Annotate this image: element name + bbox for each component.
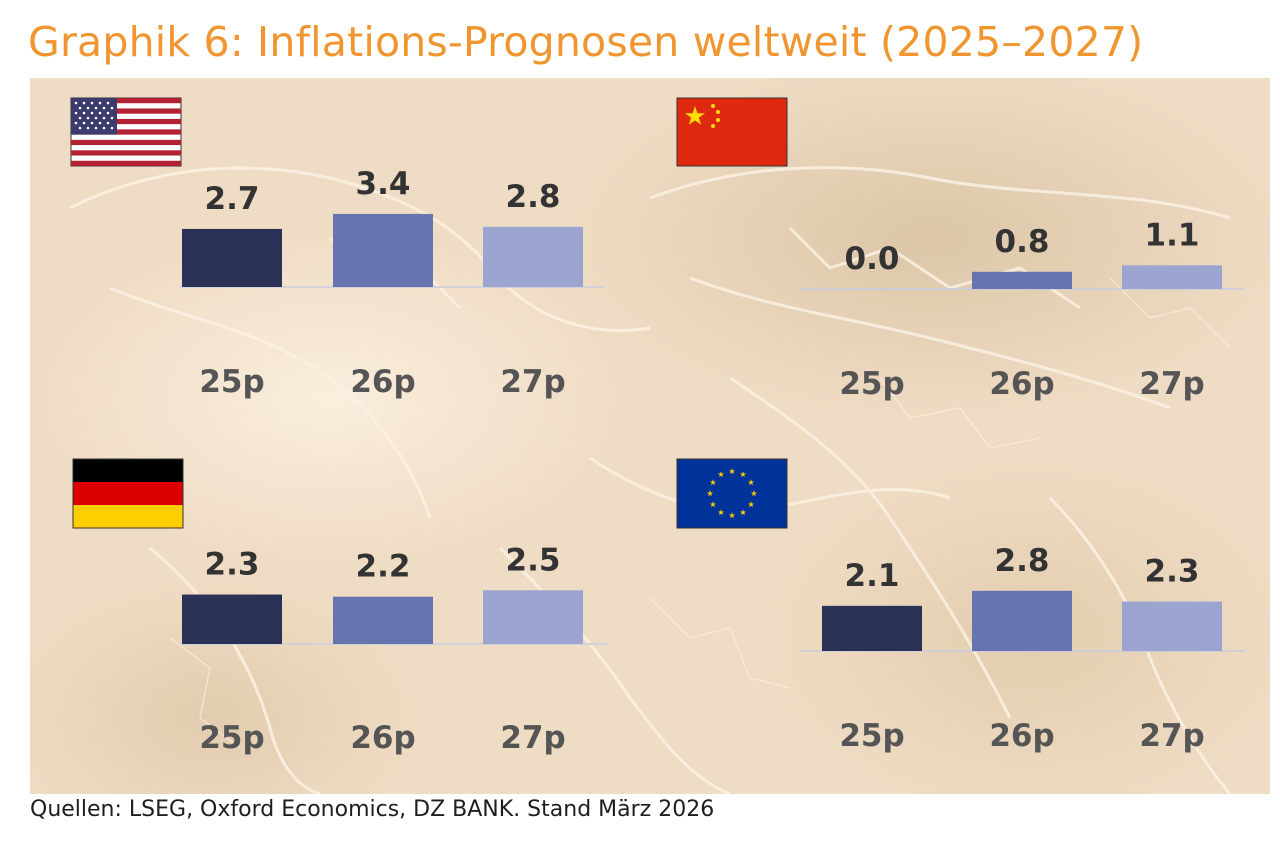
bar-cn-26p xyxy=(972,271,1072,289)
value-label-cn-26p: 0.8 xyxy=(995,224,1050,260)
value-label-eu-25p: 2.1 xyxy=(845,558,900,594)
bar-de-27p xyxy=(483,590,583,644)
category-label-de-25p: 25p xyxy=(199,720,264,756)
value-label-eu-26p: 2.8 xyxy=(995,543,1050,579)
value-label-cn-27p: 1.1 xyxy=(1145,217,1200,253)
value-label-us-26p: 3.4 xyxy=(356,166,411,202)
value-label-de-25p: 2.3 xyxy=(205,547,260,583)
chart-panel-eu: 2.1 25p 2.8 26p 2.3 27p xyxy=(800,543,1245,754)
bar-eu-26p xyxy=(972,590,1072,651)
germany-flag-icon xyxy=(72,458,184,529)
chart-panel-de: 2.3 25p 2.2 26p 2.5 27p xyxy=(180,542,607,756)
category-label-cn-25p: 25p xyxy=(839,366,904,402)
usa-flag-icon xyxy=(70,97,182,167)
source-note: Quellen: LSEG, Oxford Economics, DZ BANK… xyxy=(30,797,715,822)
category-label-de-26p: 26p xyxy=(350,720,415,756)
value-label-de-26p: 2.2 xyxy=(356,549,411,585)
china-flag-icon xyxy=(676,97,788,167)
value-label-us-27p: 2.8 xyxy=(506,179,561,215)
value-label-cn-25p: 0.0 xyxy=(845,241,900,277)
chart-title: Graphik 6: Inflations-Prognosen weltweit… xyxy=(28,18,1144,66)
bar-us-26p xyxy=(333,213,433,287)
bar-de-26p xyxy=(333,596,433,644)
bar-us-27p xyxy=(483,226,583,287)
category-label-us-27p: 27p xyxy=(500,364,565,400)
category-label-de-27p: 27p xyxy=(500,720,565,756)
category-label-eu-27p: 27p xyxy=(1139,718,1204,754)
value-label-de-27p: 2.5 xyxy=(506,542,561,578)
value-label-eu-27p: 2.3 xyxy=(1145,554,1200,590)
chart-panel-us: 2.7 25p 3.4 26p 2.8 27p xyxy=(180,166,605,400)
bar-de-25p xyxy=(182,594,282,644)
category-label-us-26p: 26p xyxy=(350,364,415,400)
category-label-cn-26p: 26p xyxy=(989,366,1054,402)
category-label-us-25p: 25p xyxy=(199,364,264,400)
bar-eu-27p xyxy=(1122,601,1222,651)
category-label-cn-27p: 27p xyxy=(1139,366,1204,402)
bar-eu-25p xyxy=(822,605,922,651)
bar-us-25p xyxy=(182,228,282,287)
world-map-background xyxy=(30,78,1270,794)
category-label-eu-26p: 26p xyxy=(989,718,1054,754)
chart-panel-cn: 0.0 25p 0.8 26p 1.1 27p xyxy=(800,217,1245,402)
category-label-eu-25p: 25p xyxy=(839,718,904,754)
bar-cn-27p xyxy=(1122,265,1222,289)
eu-flag-icon xyxy=(676,458,788,529)
value-label-us-25p: 2.7 xyxy=(205,181,260,217)
